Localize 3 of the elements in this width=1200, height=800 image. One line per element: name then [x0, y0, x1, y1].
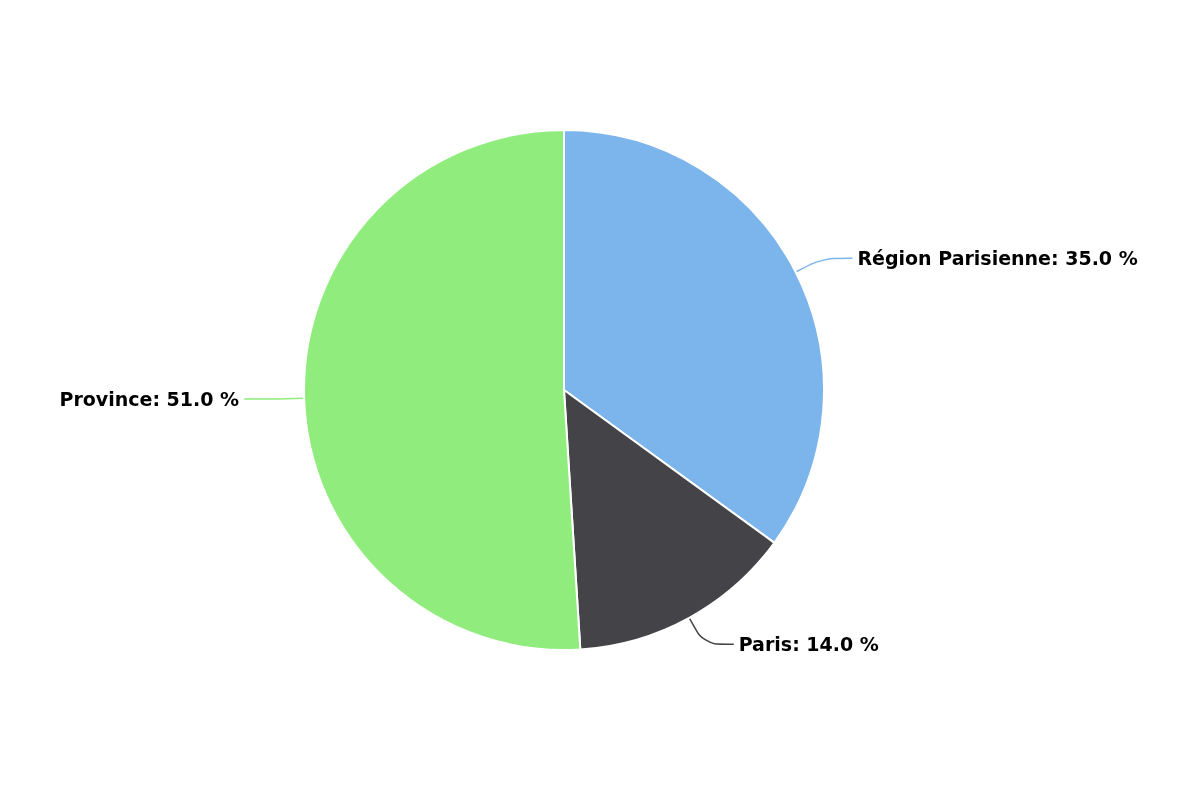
slice-label: Paris: 14.0 %: [738, 633, 879, 656]
slice-label: Province: 51.0 %: [59, 388, 240, 411]
slice-label: Région Parisienne: 35.0 %: [857, 247, 1138, 270]
